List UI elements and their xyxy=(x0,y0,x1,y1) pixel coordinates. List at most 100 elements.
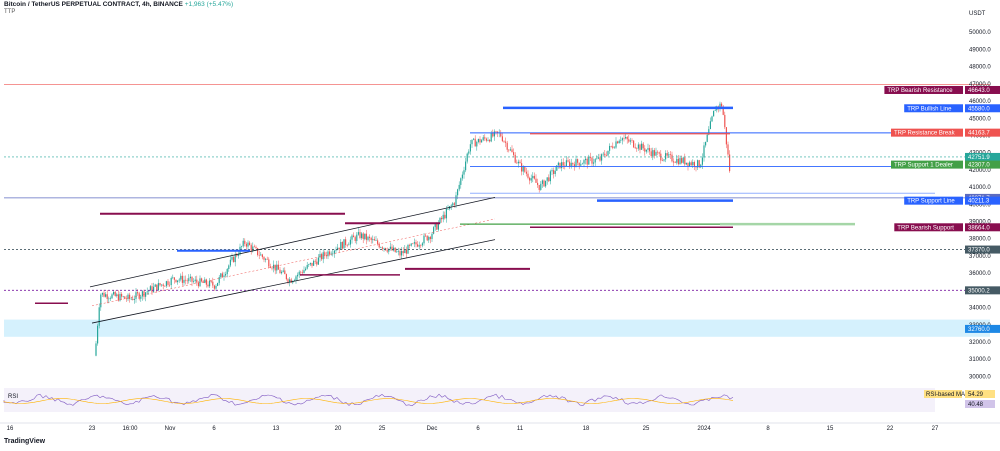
candle-body xyxy=(196,279,198,283)
candle-body xyxy=(421,243,423,246)
candle-body xyxy=(378,243,380,248)
candle-body xyxy=(154,284,156,287)
candle-body xyxy=(191,276,193,282)
candle-body xyxy=(287,279,289,283)
candle-body xyxy=(268,259,270,267)
candle-body xyxy=(231,256,233,260)
candle-body xyxy=(265,258,267,260)
candle-body xyxy=(589,156,591,158)
candle-body xyxy=(271,267,273,269)
support-zone xyxy=(4,319,990,337)
candle-body xyxy=(237,254,239,256)
candle-body xyxy=(501,136,503,142)
candle-body xyxy=(205,279,207,285)
candle-body xyxy=(241,246,243,247)
candle-body xyxy=(113,291,115,295)
candle-body xyxy=(301,272,303,274)
candle-body xyxy=(370,238,372,241)
price-tag-label: TRP Resistance Break xyxy=(894,131,956,137)
price-tag: TRP Bearish Support 38664.0 xyxy=(894,223,1000,232)
candle-body xyxy=(234,254,236,263)
candle-body xyxy=(228,265,230,270)
candle-body xyxy=(594,159,596,163)
tradingview-logo[interactable]: TradingView xyxy=(4,438,46,445)
candle-body xyxy=(98,307,100,326)
candle-body xyxy=(105,294,107,297)
candle-body xyxy=(308,264,310,266)
candle-body xyxy=(615,141,617,148)
candle-body xyxy=(463,170,465,175)
candle-body xyxy=(509,149,511,151)
candle-body xyxy=(564,165,566,167)
candle-body xyxy=(645,149,647,152)
candle-body xyxy=(122,296,124,298)
candle-body xyxy=(300,271,302,273)
candle-body xyxy=(329,251,331,255)
candle-body xyxy=(341,242,343,249)
candle-body xyxy=(513,152,515,155)
candle-body xyxy=(233,256,235,263)
symbol-title[interactable]: Bitcoin / TetherUS PERPETUAL CONTRACT, 4… xyxy=(4,1,183,8)
price-tag-label-bg xyxy=(904,104,963,113)
y-tick-label: 38000.0 xyxy=(969,237,991,243)
candle-body xyxy=(175,279,177,283)
candle-body xyxy=(529,177,531,181)
candle-body xyxy=(708,129,710,135)
rsi-line xyxy=(3,393,734,407)
candle-body xyxy=(153,286,155,292)
candle-body xyxy=(477,138,479,142)
price-tag: TRP Support Line 40211.3 xyxy=(904,196,1000,205)
candle-body xyxy=(685,162,687,165)
candle-body xyxy=(657,151,659,153)
x-tick-label: 16:00 xyxy=(122,426,138,432)
candle-body xyxy=(471,139,473,145)
candle-body xyxy=(468,151,470,154)
candle-body xyxy=(690,162,692,166)
candle-body xyxy=(157,283,159,291)
candle-body xyxy=(418,245,420,247)
candle-body xyxy=(361,233,363,239)
price-tag-value-bg xyxy=(965,160,1000,169)
candle-body xyxy=(260,254,262,256)
candle-body xyxy=(135,292,137,299)
candle-body xyxy=(508,149,510,151)
candle-body xyxy=(618,140,620,144)
candle-body xyxy=(162,284,164,287)
candle-body xyxy=(357,232,359,235)
candle-body xyxy=(522,166,524,172)
drawing-lines-layer xyxy=(4,84,990,324)
candle-body xyxy=(108,298,110,300)
price-tag: 35000.2 xyxy=(965,286,1000,295)
candle-body xyxy=(180,275,182,280)
channel-upper xyxy=(89,197,496,288)
candle-body xyxy=(106,294,108,299)
candle-body xyxy=(188,278,190,282)
candle-body xyxy=(431,233,433,240)
candle-body xyxy=(189,276,191,279)
candle-body xyxy=(119,293,121,301)
candle-body xyxy=(535,178,537,183)
x-tick-label: 8 xyxy=(766,426,770,432)
x-tick-label: 23 xyxy=(89,426,96,432)
candle-body xyxy=(396,251,398,253)
candle-body xyxy=(133,298,135,300)
candle-body xyxy=(629,140,631,142)
candle-body xyxy=(325,255,327,257)
candle-body xyxy=(417,244,419,247)
candle-body xyxy=(309,262,311,265)
candle-body xyxy=(599,157,601,161)
candle-body xyxy=(346,245,348,246)
candle-body xyxy=(314,260,316,262)
price-tag-label-bg xyxy=(904,196,963,205)
candle-body xyxy=(681,158,683,163)
candle-body xyxy=(602,153,604,155)
candle-body xyxy=(423,235,425,244)
candle-body xyxy=(573,164,575,168)
price-tag: TRP Support 1 Dealer 42307.0 xyxy=(891,160,1000,169)
candle-body xyxy=(97,325,99,344)
x-tick-label: Nov xyxy=(165,426,176,432)
candle-body xyxy=(349,239,351,245)
candle-body xyxy=(442,214,444,220)
candle-body xyxy=(524,166,526,172)
